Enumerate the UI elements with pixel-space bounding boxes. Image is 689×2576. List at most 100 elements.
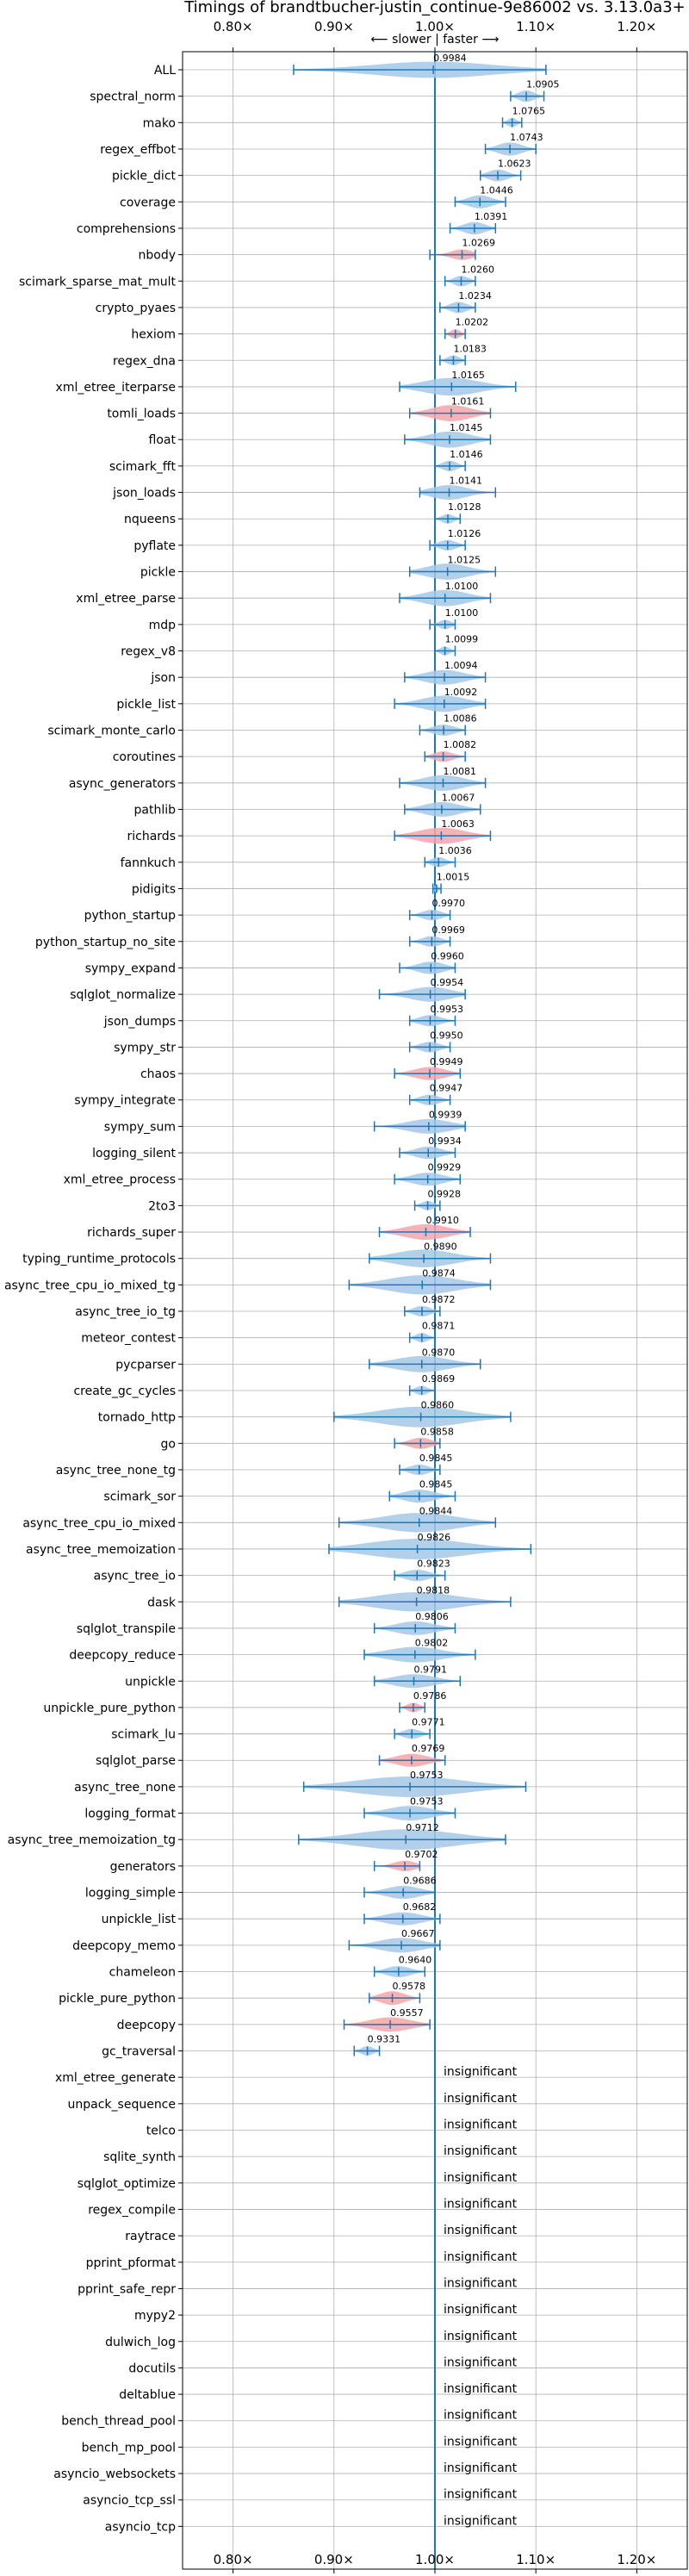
benchmark-row: mdp 1.0100 — [149, 607, 479, 632]
value-label: 0.9970 — [431, 898, 465, 909]
benchmark-row: logging_silent 0.9934 — [92, 1136, 462, 1160]
benchmark-row: tomli_loads 1.0161 — [107, 396, 492, 421]
value-label: 0.9947 — [430, 1083, 463, 1094]
benchmark-name: coroutines — [113, 750, 176, 764]
benchmark-row: async_tree_cpu_io_mixed 0.9844 — [22, 1505, 497, 1533]
value-label: 1.0269 — [462, 238, 496, 249]
benchmark-name: pycparser — [115, 1358, 176, 1372]
benchmark-row: sqlglot_parse 0.9769 — [96, 1743, 446, 1768]
benchmark-name: logging_silent — [92, 1147, 176, 1160]
insignificant-label: insignificant — [444, 2355, 518, 2369]
benchmark-row: coroutines 1.0082 — [113, 739, 476, 764]
benchmark-name: ALL — [154, 64, 176, 78]
value-label: 0.9928 — [428, 1188, 462, 1199]
benchmark-name: async_tree_cpu_io_mixed_tg — [4, 1279, 176, 1292]
value-label: 1.0905 — [526, 79, 560, 90]
value-label: 1.0126 — [448, 528, 481, 539]
benchmark-name: async_tree_io_tg — [75, 1305, 176, 1319]
benchmark-name: sympy_expand — [85, 961, 176, 975]
benchmark-name: nbody — [139, 249, 177, 263]
benchmark-row: ALL 0.9984 — [154, 53, 547, 78]
benchmark-name: coverage — [120, 196, 176, 209]
benchmark-row: mypy2 insignificant — [134, 2303, 518, 2323]
benchmark-name: create_gc_cycles — [73, 1384, 176, 1398]
benchmark-name: comprehensions — [77, 222, 176, 236]
x-tick-label-bottom: 0.80× — [214, 2552, 253, 2567]
benchmark-name: chaos — [140, 1067, 176, 1081]
benchmark-name: async_tree_memoization — [26, 1543, 176, 1557]
benchmark-row: unpickle_pure_python 0.9786 — [43, 1690, 446, 1715]
benchmark-name: hexiom — [131, 328, 176, 342]
value-label: 0.9753 — [410, 1770, 444, 1781]
benchmark-row: async_tree_none 0.9753 — [74, 1770, 527, 1797]
value-label: 0.9929 — [428, 1162, 462, 1173]
benchmark-name: sqlglot_parse — [96, 1754, 176, 1768]
value-label: 0.9844 — [419, 1505, 453, 1516]
value-label: 0.9682 — [403, 1901, 437, 1913]
insignificant-label: insignificant — [444, 2144, 518, 2158]
value-label: 1.0145 — [450, 422, 483, 433]
value-label: 1.0165 — [451, 370, 485, 381]
benchmark-name: unpack_sequence — [68, 2098, 176, 2112]
value-label: 1.0099 — [445, 634, 479, 645]
benchmark-name: generators — [110, 1860, 176, 1874]
benchmark-row: asyncio_tcp_ssl insignificant — [83, 2488, 517, 2508]
benchmark-row: async_tree_memoization_tg 0.9712 — [8, 1822, 506, 1851]
benchmark-name: bench_thread_pool — [61, 2415, 176, 2429]
benchmark-name: telco — [146, 2124, 176, 2137]
value-label: 0.9769 — [412, 1743, 444, 1754]
benchmark-name: chameleon — [109, 1966, 176, 1980]
benchmark-row: python_startup_no_site 0.9969 — [35, 924, 465, 949]
benchmark-row: async_tree_none_tg 0.9845 — [56, 1453, 453, 1478]
benchmark-row: async_tree_cpu_io_mixed_tg 0.9874 — [4, 1267, 492, 1295]
rows: ALL 0.9984 spectral_norm 1.0905 mako 1.0765 re… — [4, 53, 560, 2534]
benchmark-row: regex_dna 1.0183 — [113, 343, 487, 368]
benchmark-row: xml_etree_process 0.9929 — [64, 1162, 462, 1187]
benchmark-name: regex_v8 — [121, 645, 176, 659]
x-tick-label-bottom: 1.10× — [516, 2552, 556, 2567]
benchmark-row: hexiom 1.0202 — [131, 317, 488, 342]
benchmark-row: sympy_str 0.9950 — [114, 1030, 463, 1055]
value-label: 0.9969 — [431, 924, 465, 936]
benchmark-name: async_tree_none_tg — [56, 1464, 176, 1478]
value-label: 0.9953 — [430, 1004, 462, 1015]
benchmark-row: deepcopy 0.9557 — [117, 2007, 431, 2032]
x-axis: 0.80× 0.90× 1.00× 1.10× 1.20× 0.80× 0.90× 1.00×… — [214, 19, 656, 2573]
benchmark-name: go — [161, 1437, 176, 1451]
value-label: 0.9802 — [415, 1638, 449, 1649]
benchmark-name: sqlite_synth — [103, 2150, 176, 2164]
value-label: 0.9910 — [425, 1215, 459, 1226]
value-label: 1.0015 — [437, 871, 470, 882]
value-label: 0.9578 — [393, 1981, 426, 1992]
benchmark-name: mypy2 — [134, 2309, 176, 2323]
value-label: 0.9870 — [422, 1347, 456, 1358]
benchmark-name: asyncio_tcp_ssl — [83, 2494, 176, 2508]
benchmark-name: async_generators — [69, 777, 176, 791]
benchmark-name: json — [150, 671, 176, 685]
insignificant-label: insignificant — [444, 2197, 518, 2211]
benchmark-name: python_startup — [84, 909, 176, 923]
benchmark-name: pidigits — [132, 882, 176, 896]
benchmark-row: sqlglot_normalize 0.9954 — [70, 977, 466, 1002]
direction-label: ⟵ slower | faster ⟶ — [371, 33, 500, 47]
insignificant-label: insignificant — [444, 2065, 518, 2079]
value-label: 1.0446 — [480, 184, 513, 196]
value-label: 0.9950 — [430, 1030, 463, 1041]
benchmark-name: spectral_norm — [90, 90, 176, 104]
benchmark-row: deepcopy_reduce 0.9802 — [69, 1638, 476, 1663]
value-label: 0.9871 — [422, 1321, 456, 1332]
benchmark-row: coverage 1.0446 — [120, 184, 513, 209]
value-label: 1.0100 — [445, 581, 479, 592]
benchmark-row: regex_effbot 1.0743 — [100, 132, 543, 157]
benchmark-row: richards 1.0063 — [127, 818, 492, 844]
benchmark-row: json 1.0094 — [150, 660, 487, 685]
x-tick-label-top: 0.90× — [314, 19, 354, 34]
benchmark-name: unpickle — [125, 1675, 176, 1689]
benchmark-name: scimark_fft — [109, 460, 177, 474]
benchmark-row: richards_super 0.9910 — [87, 1215, 471, 1241]
benchmark-row: telco insignificant — [146, 2118, 518, 2137]
value-label: 1.0094 — [444, 660, 478, 671]
benchmark-row: scimark_sor 0.9845 — [103, 1479, 456, 1504]
benchmark-row: typing_runtime_protocols 0.9890 — [22, 1241, 492, 1267]
benchmark-name: asyncio_websockets — [53, 2467, 176, 2481]
